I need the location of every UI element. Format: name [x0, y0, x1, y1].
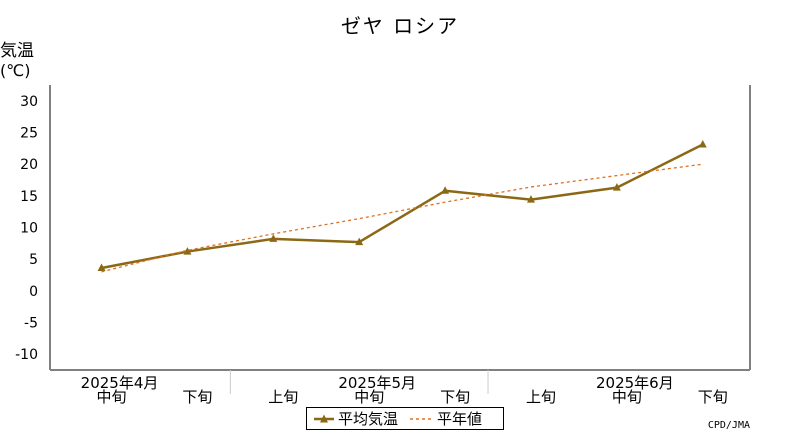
y-tick-label: 20: [20, 157, 38, 173]
y-tick-label: 10: [20, 221, 38, 237]
series: [97, 140, 707, 273]
x-month-label: 2025年5月: [338, 374, 416, 392]
legend-item-normal: 平年値: [408, 408, 482, 429]
data-point: [183, 247, 192, 255]
y-axis-unit: (℃): [0, 61, 31, 80]
data-point: [612, 183, 621, 191]
y-tick-label: 15: [20, 189, 38, 205]
credit: CPD/JMA: [707, 420, 750, 431]
y-tick-label: 30: [20, 94, 38, 110]
y-tick-label: -5: [24, 316, 38, 332]
y-axis-label: 気温 (℃): [0, 41, 34, 81]
data-point: [526, 195, 535, 203]
x-category-label: 中旬: [612, 388, 642, 406]
x-month-label: 2025年6月: [596, 374, 674, 392]
x-category-label: 下旬: [440, 388, 470, 406]
plot-area: [50, 85, 750, 370]
axes: [49, 85, 751, 394]
x-category-label: 下旬: [182, 388, 212, 406]
x-category-label: 上旬: [526, 388, 556, 406]
y-axis-title: 気温: [0, 41, 34, 61]
data-point: [97, 263, 106, 272]
x-category-labels: 中旬 下旬 上旬 中旬 下旬 上旬 中旬 下旬 2025年4月 2025年5月 2025年6月: [81, 374, 728, 406]
x-category-label: 中旬: [354, 388, 384, 406]
series-line-1: [101, 163, 703, 273]
x-category-label: 下旬: [698, 388, 728, 406]
legend-item-mean: 平均気温: [313, 408, 398, 429]
legend: 平均気温 平年値: [306, 407, 504, 430]
x-category-label: 中旬: [97, 388, 127, 406]
y-tick-label: 5: [29, 252, 38, 268]
y-tick-label: -10: [15, 347, 38, 363]
data-point: [269, 234, 278, 242]
y-tick-labels: 30 25 20 15 10 5 0 -5 -10: [15, 94, 38, 363]
legend-normal-swatch: [410, 417, 433, 420]
x-month-label: 2025年4月: [81, 374, 159, 392]
series-line-0: [101, 143, 704, 270]
legend-normal-label: 平年値: [437, 410, 483, 428]
y-tick-label: 25: [20, 126, 38, 142]
data-point: [355, 237, 364, 246]
y-tick-label: 0: [29, 284, 38, 300]
data-point: [441, 186, 450, 194]
data-point: [698, 140, 707, 148]
x-category-label: 上旬: [268, 388, 298, 406]
legend-mean-label: 平均気温: [338, 410, 399, 428]
legend-mean-swatch: [314, 414, 334, 422]
chart-title: ゼヤ ロシア: [340, 14, 460, 38]
